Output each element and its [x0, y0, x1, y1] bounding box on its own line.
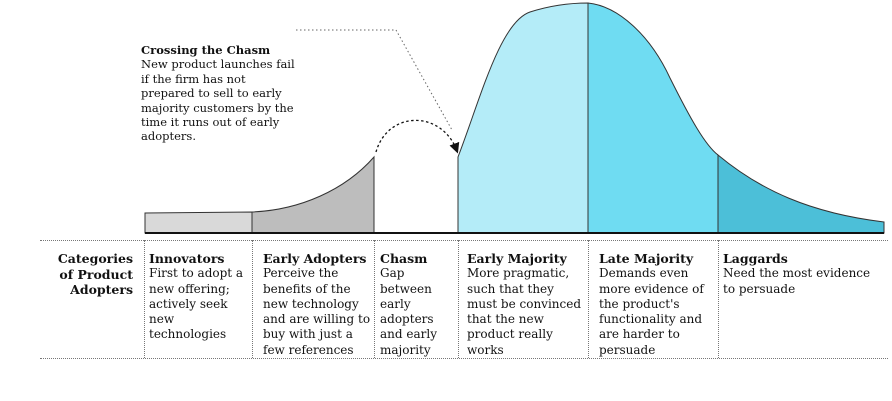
callout-leader-line	[296, 29, 453, 131]
column-divider	[718, 240, 719, 358]
segment-late-majority	[587, 2, 719, 234]
segment-description: Perceive the benefits of the new technol…	[263, 266, 371, 357]
segment-title: Chasm	[380, 251, 428, 266]
segment-title: Late Majority	[599, 251, 694, 266]
segment-description: Need the most evidence to persuade	[723, 266, 871, 296]
segment-description: First to adopt a new offering; actively …	[149, 266, 244, 342]
column-laggards: Laggards Need the most evidence to persu…	[723, 251, 873, 297]
segment-title: Early Adopters	[263, 251, 367, 266]
column-divider	[374, 240, 375, 358]
segment-laggards	[717, 153, 885, 234]
segment-description: More pragmatic, such that they must be c…	[467, 266, 582, 357]
segment-early-majority	[457, 2, 589, 234]
column-divider	[588, 240, 589, 358]
chasm-jump-arrow	[375, 119, 460, 154]
column-early-adopters: Early Adopters Perceive the benefits of …	[263, 251, 371, 358]
segment-description: Gap between early adopters and early maj…	[380, 266, 437, 357]
segment-title: Laggards	[723, 251, 788, 266]
adoption-curve-diagram	[144, 2, 885, 234]
column-innovators: Innovators First to adopt a new offering…	[149, 251, 249, 343]
table-bottom-rule	[40, 358, 888, 359]
categories-label: Categories of Product Adopters	[57, 251, 133, 297]
callout-body: New product launches fail if the firm ha…	[141, 57, 295, 144]
segment-title: Early Majority	[467, 251, 567, 266]
segment-title: Innovators	[149, 251, 225, 266]
column-divider	[144, 240, 145, 358]
segment-description: Demands even more evidence of the produc…	[599, 266, 704, 357]
column-chasm: Chasm Gap between early adopters and ear…	[380, 251, 455, 358]
crossing-the-chasm-callout: Crossing the Chasm New product launches …	[141, 43, 301, 144]
segment-early-adopters	[251, 155, 375, 234]
table-top-rule	[40, 240, 888, 241]
callout-title: Crossing the Chasm	[141, 43, 271, 57]
column-divider	[458, 240, 459, 358]
column-early-majority: Early Majority More pragmatic, such that…	[467, 251, 585, 358]
segment-innovators	[144, 211, 253, 234]
column-divider	[252, 240, 253, 358]
column-late-majority: Late Majority Demands even more evidence…	[599, 251, 711, 358]
segment-chasm	[373, 157, 459, 234]
